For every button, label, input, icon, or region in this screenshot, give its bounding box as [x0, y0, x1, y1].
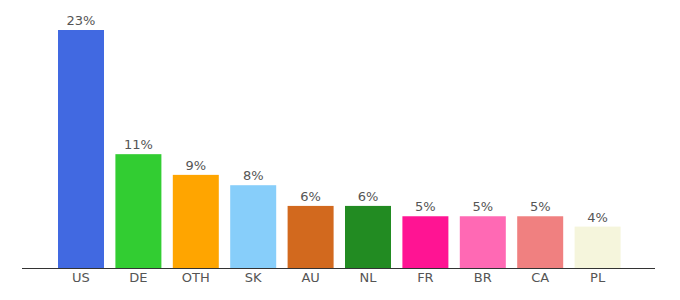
- x-tick-label: SK: [245, 270, 262, 285]
- x-tick-label: BR: [474, 270, 492, 285]
- data-label: 6%: [300, 189, 321, 204]
- data-label: 5%: [530, 199, 551, 214]
- x-tick-label: AU: [301, 270, 319, 285]
- bar: [230, 185, 276, 268]
- data-label: 23%: [67, 13, 96, 28]
- x-tick-label: FR: [417, 270, 434, 285]
- data-label: 4%: [587, 210, 608, 225]
- x-tick-label: CA: [531, 270, 549, 285]
- data-label: 6%: [358, 189, 379, 204]
- x-tick-label: DE: [129, 270, 147, 285]
- bar: [288, 206, 334, 268]
- bar: [575, 227, 621, 268]
- chart: 23% US 11% DE 9% OTH 8% SK 6% AU 6% NL 5% FR 5% BR 5% CA 4…: [0, 0, 680, 300]
- x-tick-label: NL: [360, 270, 378, 285]
- x-axis: [22, 268, 655, 269]
- bar: [58, 30, 104, 268]
- bar: [460, 216, 506, 268]
- x-tick-label: PL: [590, 270, 606, 285]
- x-tick-label: US: [72, 270, 90, 285]
- bars: [58, 30, 621, 268]
- bar: [115, 154, 161, 268]
- data-label: 5%: [415, 199, 436, 214]
- bar: [173, 175, 219, 268]
- data-label: 9%: [185, 158, 206, 173]
- data-label: 8%: [243, 168, 264, 183]
- x-tick-label: OTH: [182, 270, 210, 285]
- bar: [402, 216, 448, 268]
- bar: [517, 216, 563, 268]
- bar: [345, 206, 391, 268]
- data-label: 11%: [124, 137, 153, 152]
- data-label: 5%: [472, 199, 493, 214]
